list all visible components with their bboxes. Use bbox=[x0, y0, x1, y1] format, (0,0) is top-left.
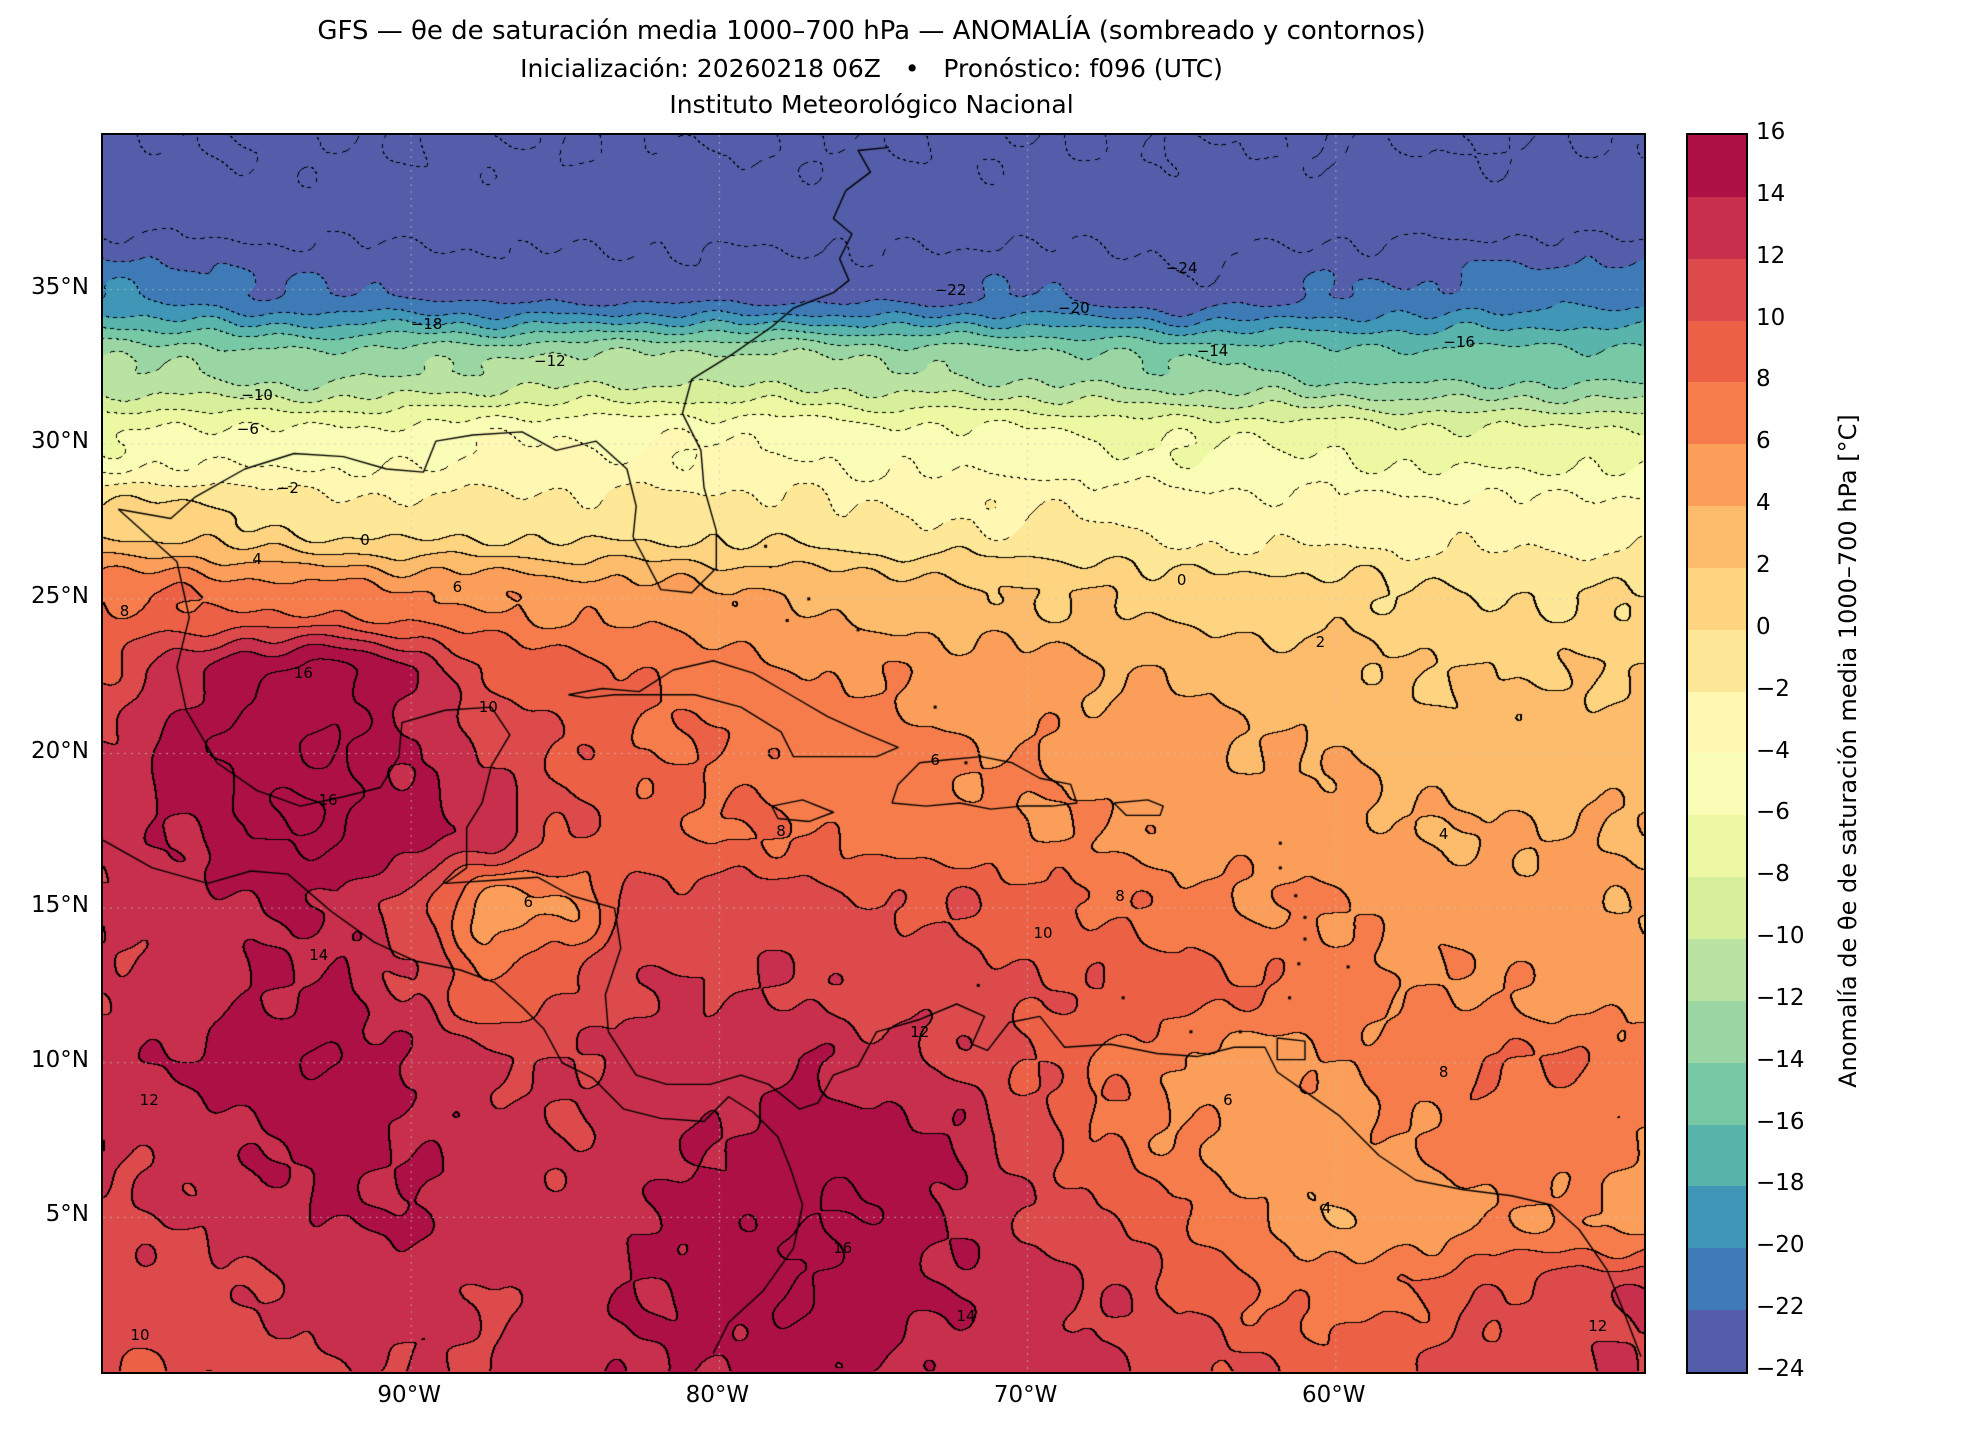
colorbar-band bbox=[1688, 629, 1746, 692]
chart-title: GFS — θe de saturación media 1000–700 hP… bbox=[317, 16, 1426, 46]
contour-label: −22 bbox=[934, 280, 967, 299]
contour-label: 4 bbox=[1321, 1199, 1332, 1218]
contour-labels-layer: −24 −22 −20 −18 −16 −14 −12 −10 −6 −2 0 4 6 0 2 8 16 10 6 1… bbox=[103, 135, 1644, 1372]
colorbar-band bbox=[1688, 1310, 1746, 1372]
contour-label: 12 bbox=[910, 1022, 930, 1041]
colorbar-tick-label: 14 bbox=[1756, 180, 1786, 207]
contour-label: 12 bbox=[1588, 1316, 1608, 1335]
colorbar-tick-label: −2 bbox=[1756, 675, 1790, 702]
contour-label: −6 bbox=[236, 419, 259, 438]
colorbar-band bbox=[1688, 567, 1746, 630]
colorbar-tick-label: −20 bbox=[1756, 1232, 1805, 1259]
colorbar-band bbox=[1688, 1124, 1746, 1187]
contour-label: −2 bbox=[276, 478, 299, 497]
colorbar-band bbox=[1688, 444, 1746, 507]
lon-tick-label: 80°W bbox=[685, 1382, 750, 1408]
contour-label: 16 bbox=[318, 790, 338, 809]
lat-tick-label: 5°N bbox=[45, 1201, 89, 1228]
colorbar-tick-label: −18 bbox=[1756, 1170, 1805, 1197]
colorbar-tick-label: −12 bbox=[1756, 984, 1805, 1011]
colorbar-band bbox=[1688, 320, 1746, 383]
colorbar-tick-label: −22 bbox=[1756, 1294, 1805, 1321]
contour-label: −12 bbox=[534, 351, 566, 370]
colorbar-band bbox=[1688, 196, 1746, 259]
contour-label: 8 bbox=[776, 821, 786, 840]
colorbar-band bbox=[1688, 815, 1746, 878]
colorbar-tick-label: 2 bbox=[1756, 551, 1771, 578]
contour-label: 0 bbox=[1176, 571, 1187, 590]
chart-subtitle-institute: Instituto Meteorológico Nacional bbox=[669, 90, 1074, 119]
colorbar-band bbox=[1688, 938, 1746, 1001]
contour-label: 10 bbox=[1033, 923, 1053, 942]
colorbar-tick-label: 10 bbox=[1756, 304, 1786, 331]
map-plot-area: −24 −22 −20 −18 −16 −14 −12 −10 −6 −2 0 4 6 0 2 8 16 10 6 1… bbox=[101, 133, 1646, 1374]
colorbar-axis-label: Anomalía de θe de saturación media 1000–… bbox=[1834, 414, 1862, 1088]
colorbar-band bbox=[1688, 1062, 1746, 1125]
contour-label: 8 bbox=[119, 602, 130, 621]
contour-label: 6 bbox=[523, 892, 534, 911]
lon-tick-label: 60°W bbox=[1302, 1382, 1366, 1408]
colorbar-band bbox=[1688, 382, 1746, 445]
contour-label: 4 bbox=[252, 549, 262, 568]
contour-label: 4 bbox=[1438, 824, 1449, 843]
colorbar-band bbox=[1688, 1000, 1746, 1063]
contour-label: −20 bbox=[1058, 299, 1090, 318]
contour-label: −16 bbox=[1443, 333, 1475, 352]
contour-label: 14 bbox=[309, 945, 329, 964]
colorbar bbox=[1686, 133, 1748, 1374]
contour-label: 2 bbox=[1315, 633, 1326, 652]
colorbar-band bbox=[1688, 1186, 1746, 1249]
colorbar-tick-label: 0 bbox=[1756, 613, 1771, 640]
lon-tick-label: 90°W bbox=[377, 1382, 441, 1408]
lat-tick-label: 10°N bbox=[31, 1046, 89, 1073]
contour-label: 14 bbox=[956, 1307, 976, 1326]
lat-tick-label: 30°N bbox=[31, 428, 89, 455]
chart-subtitle-init-forecast: Inicialización: 20260218 06Z • Pronóstic… bbox=[520, 54, 1223, 83]
map-canvas bbox=[103, 135, 1644, 1372]
contour-label: 6 bbox=[930, 750, 940, 769]
contour-label: −24 bbox=[1165, 258, 1198, 277]
lat-tick-label: 15°N bbox=[31, 892, 89, 919]
contour-label: −10 bbox=[241, 385, 273, 404]
contour-label: −14 bbox=[1196, 342, 1229, 361]
lat-tick-label: 20°N bbox=[31, 737, 89, 764]
colorbar-band bbox=[1688, 753, 1746, 816]
lon-tick-label: 70°W bbox=[993, 1382, 1058, 1408]
lat-tick-label: 25°N bbox=[31, 582, 89, 609]
colorbar-tick-label: 16 bbox=[1756, 119, 1786, 145]
contour-label: 8 bbox=[1115, 886, 1125, 905]
lat-tick-label: 35°N bbox=[31, 273, 89, 300]
colorbar-tick-label: −16 bbox=[1756, 1108, 1805, 1135]
colorbar-tick-label: −24 bbox=[1756, 1356, 1805, 1382]
contour-label: 16 bbox=[833, 1239, 853, 1258]
contour-label: 10 bbox=[478, 698, 498, 717]
colorbar-band bbox=[1688, 506, 1746, 568]
colorbar-tick-label: −10 bbox=[1756, 923, 1805, 950]
colorbar-tick-label: 8 bbox=[1756, 366, 1771, 393]
colorbar-band bbox=[1688, 877, 1746, 939]
colorbar-tick-label: 12 bbox=[1756, 242, 1786, 269]
colorbar-tick-label: −14 bbox=[1756, 1046, 1805, 1073]
colorbar-tick-label: 4 bbox=[1756, 490, 1771, 517]
contour-label: −18 bbox=[410, 314, 443, 333]
colorbar-band bbox=[1688, 691, 1746, 754]
colorbar-tick-label: −8 bbox=[1756, 861, 1790, 888]
contour-label: 16 bbox=[293, 664, 313, 683]
contour-label: 6 bbox=[452, 577, 463, 596]
colorbar-band bbox=[1688, 1248, 1746, 1311]
contour-label: 12 bbox=[139, 1090, 159, 1109]
contour-label: 10 bbox=[130, 1325, 150, 1344]
contour-label: 0 bbox=[360, 531, 370, 550]
colorbar-band bbox=[1688, 135, 1746, 197]
contour-label: 6 bbox=[1223, 1090, 1233, 1109]
contour-label: 8 bbox=[1438, 1063, 1449, 1082]
colorbar-band bbox=[1688, 258, 1746, 321]
colorbar-tick-label: −6 bbox=[1756, 799, 1790, 826]
colorbar-tick-label: −4 bbox=[1756, 737, 1790, 764]
colorbar-tick-label: 6 bbox=[1756, 428, 1771, 455]
